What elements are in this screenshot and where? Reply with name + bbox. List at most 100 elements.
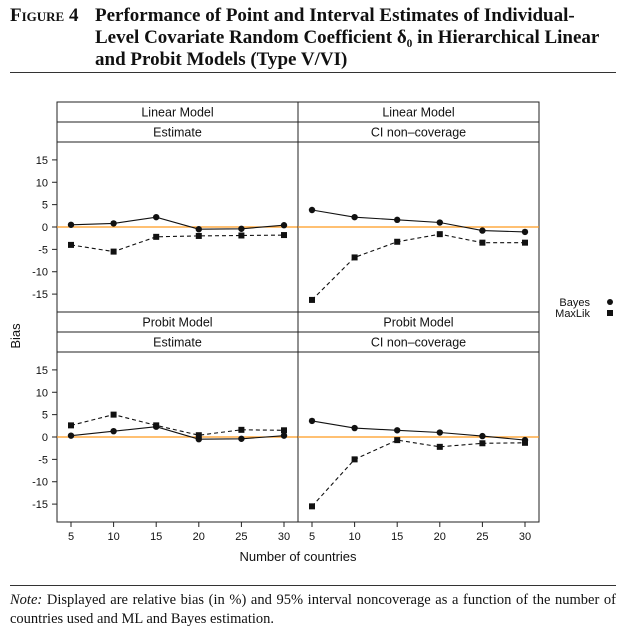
figure-heading: Performance of Point and Interval Estima… <box>95 5 600 70</box>
point-bayes <box>479 432 486 440</box>
point-maxlik <box>309 296 315 303</box>
y-tick-label: -10 <box>32 267 48 279</box>
legend-label: MaxLik <box>555 308 590 320</box>
point-maxlik <box>153 233 160 240</box>
point-maxlik <box>309 503 315 510</box>
title-rule <box>10 72 616 73</box>
point-maxlik <box>479 440 486 447</box>
point-maxlik <box>436 443 443 450</box>
point-bayes <box>308 417 316 425</box>
point-maxlik <box>195 232 202 239</box>
legend-marker-bayes <box>607 299 613 305</box>
y-axis-label: Bias <box>8 323 23 349</box>
point-bayes <box>110 427 117 435</box>
y-tick-label: -15 <box>32 499 48 511</box>
point-maxlik <box>281 232 287 239</box>
point-bayes <box>67 432 75 439</box>
x-tick-label: 5 <box>68 531 74 543</box>
figure-note: Note: Displayed are relative bias (in %)… <box>10 591 616 629</box>
point-bayes <box>238 225 245 232</box>
point-bayes <box>351 424 358 432</box>
x-tick-label: 30 <box>278 531 290 543</box>
point-bayes <box>67 221 75 228</box>
point-bayes <box>436 219 443 226</box>
point-maxlik <box>110 248 117 255</box>
x-tick-label: 25 <box>235 531 247 543</box>
point-maxlik <box>351 456 358 463</box>
series-line-bayes <box>70 216 285 230</box>
point-maxlik <box>436 231 443 238</box>
x-tick-label: 5 <box>309 531 315 543</box>
series-line-maxlik <box>70 414 285 436</box>
note-text: Displayed are relative bias (in %) and 9… <box>10 592 616 627</box>
note-rule <box>10 585 616 586</box>
strip-model-label: Probit Model <box>142 316 212 330</box>
note-lead: Note: <box>10 592 43 608</box>
point-maxlik <box>479 239 486 246</box>
point-maxlik <box>394 238 401 245</box>
point-bayes <box>238 435 245 442</box>
x-tick-label: 20 <box>434 531 446 543</box>
y-tick-label: 10 <box>36 177 48 189</box>
x-tick-label: 10 <box>107 531 119 543</box>
x-tick-label: 10 <box>348 531 360 543</box>
x-tick-label: 25 <box>476 531 488 543</box>
legend-marker-maxlik <box>607 310 613 316</box>
faceted-line-chart: Linear Model Estimate -15 -10 -5 0 5 10 15 Linear… <box>8 101 613 564</box>
point-bayes <box>195 226 202 233</box>
point-maxlik <box>195 432 202 439</box>
x-tick-label: 15 <box>391 531 403 543</box>
point-maxlik <box>153 422 160 429</box>
y-tick-label: -10 <box>32 477 48 489</box>
point-bayes <box>394 427 401 434</box>
point-bayes <box>280 222 288 229</box>
series-line-maxlik <box>70 234 285 253</box>
point-maxlik <box>281 427 287 434</box>
point-maxlik <box>394 437 401 444</box>
point-bayes <box>153 213 160 221</box>
point-bayes <box>479 227 486 234</box>
point-bayes <box>110 220 117 227</box>
strip-measure-label: Estimate <box>153 126 202 140</box>
point-bayes <box>521 228 529 236</box>
point-maxlik <box>68 422 74 429</box>
x-tick-label: 15 <box>150 531 162 543</box>
y-tick-label: 0 <box>42 432 48 444</box>
point-maxlik <box>238 426 245 433</box>
point-bayes <box>351 213 358 221</box>
point-bayes <box>436 429 443 436</box>
strip-measure-label: CI non–coverage <box>371 336 466 350</box>
point-bayes <box>308 206 316 214</box>
y-tick-label: -5 <box>38 454 48 466</box>
strip-measure-label: Estimate <box>153 336 202 350</box>
y-tick-label: 10 <box>36 387 48 399</box>
series-line-bayes <box>311 209 526 233</box>
y-tick-label: 5 <box>42 410 48 422</box>
series-line-maxlik <box>311 233 525 301</box>
figure-label: Figure 4 <box>10 5 79 26</box>
x-axis-label: Number of countries <box>239 549 357 564</box>
point-maxlik <box>68 241 74 248</box>
point-maxlik <box>238 232 245 239</box>
x-tick-label: 30 <box>519 531 531 543</box>
y-tick-label: 5 <box>42 200 48 212</box>
strip-model-label: Linear Model <box>141 106 213 120</box>
x-tick-label: 20 <box>193 531 205 543</box>
y-tick-label: -5 <box>38 244 48 256</box>
y-tick-label: 15 <box>36 365 48 377</box>
point-bayes <box>394 216 401 224</box>
y-tick-label: -15 <box>32 289 48 301</box>
point-maxlik <box>351 254 358 261</box>
point-maxlik <box>522 239 528 246</box>
point-maxlik <box>522 439 528 446</box>
series-line-bayes <box>70 426 285 440</box>
series-line-maxlik <box>311 439 526 507</box>
point-maxlik <box>110 411 117 418</box>
strip-model-label: Linear Model <box>382 106 454 120</box>
series-line-bayes <box>311 420 526 441</box>
strip-measure-label: CI non–coverage <box>371 126 466 140</box>
legend-label: Bayes <box>559 297 590 309</box>
strip-model-label: Probit Model <box>383 316 453 330</box>
point-bayes <box>280 432 288 439</box>
y-tick-label: 15 <box>36 155 48 167</box>
